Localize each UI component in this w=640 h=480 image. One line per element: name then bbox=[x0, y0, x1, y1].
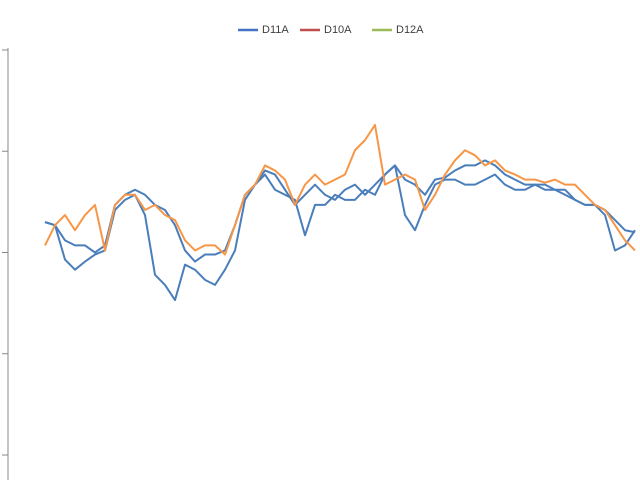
legend-label: D11A bbox=[262, 24, 289, 36]
line-series bbox=[44, 123, 636, 256]
legend-label: D10A bbox=[324, 24, 352, 36]
legend-label: D12A bbox=[396, 24, 424, 36]
line-series bbox=[44, 159, 636, 263]
